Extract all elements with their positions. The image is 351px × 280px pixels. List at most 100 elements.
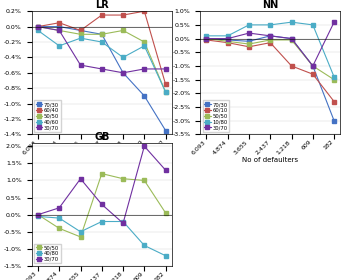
50/50: [164, 211, 168, 215]
10/80: [226, 34, 230, 38]
Line: 60/10: 60/10: [205, 38, 336, 103]
50/50: [57, 29, 61, 32]
Line: 30/70: 30/70: [36, 144, 167, 225]
Title: NN: NN: [262, 1, 278, 10]
40/80: [142, 244, 146, 247]
Title: LR: LR: [95, 1, 109, 10]
40/60: [78, 36, 82, 40]
30/70: [36, 213, 40, 216]
40/60: [57, 44, 61, 48]
70/30: [332, 119, 336, 122]
50/50: [226, 40, 230, 43]
30/70: [100, 203, 104, 206]
30/70: [121, 71, 125, 74]
50/50: [121, 29, 125, 32]
50/50: [78, 32, 82, 36]
Line: 40/80: 40/80: [36, 215, 167, 258]
10/80: [332, 75, 336, 79]
70/30: [268, 34, 272, 38]
40/80: [121, 220, 125, 223]
30/70: [142, 144, 146, 148]
Legend: 70/30, 60/40, 50/50, 40/60, 30/70: 70/30, 60/40, 50/50, 40/60, 30/70: [34, 101, 61, 132]
30/70: [78, 64, 82, 67]
70/30: [142, 94, 146, 98]
60/10: [204, 38, 208, 42]
40/80: [57, 216, 61, 220]
50/50: [290, 38, 294, 42]
60/40: [164, 83, 168, 86]
10/80: [204, 34, 208, 38]
60/10: [268, 41, 272, 44]
Legend: 50/50, 40/80, 30/70: 50/50, 40/80, 30/70: [34, 244, 61, 263]
40/60: [121, 56, 125, 59]
30/70: [332, 20, 336, 24]
60/40: [36, 25, 40, 28]
Line: 70/30: 70/30: [36, 25, 167, 132]
40/80: [78, 230, 82, 234]
60/40: [121, 13, 125, 17]
40/80: [36, 215, 40, 218]
30/70: [268, 34, 272, 38]
70/30: [36, 25, 40, 28]
30/70: [121, 221, 125, 225]
70/30: [311, 64, 315, 68]
Line: 30/70: 30/70: [36, 25, 167, 74]
50/50: [247, 42, 251, 46]
70/30: [247, 40, 251, 43]
10/80: [247, 23, 251, 27]
Line: 50/50: 50/50: [205, 37, 336, 81]
40/80: [164, 254, 168, 257]
60/10: [311, 73, 315, 76]
50/50: [121, 177, 125, 180]
30/70: [57, 29, 61, 32]
10/80: [311, 23, 315, 27]
Line: 30/70: 30/70: [205, 20, 336, 68]
X-axis label: No of defaulters: No of defaulters: [74, 157, 130, 163]
70/30: [204, 37, 208, 40]
70/30: [100, 32, 104, 36]
40/60: [36, 29, 40, 32]
50/50: [311, 64, 315, 68]
Line: 40/60: 40/60: [36, 29, 167, 94]
30/70: [290, 37, 294, 40]
60/40: [78, 29, 82, 32]
60/10: [290, 64, 294, 68]
70/30: [164, 129, 168, 132]
30/70: [57, 206, 61, 209]
30/70: [311, 64, 315, 68]
50/50: [268, 38, 272, 42]
30/70: [164, 169, 168, 172]
30/70: [164, 67, 168, 71]
30/70: [247, 31, 251, 35]
Title: GB: GB: [94, 132, 110, 142]
50/50: [164, 90, 168, 94]
60/10: [247, 45, 251, 48]
Line: 50/50: 50/50: [36, 25, 167, 94]
50/50: [142, 179, 146, 182]
40/60: [142, 44, 146, 48]
50/50: [57, 227, 61, 230]
Legend: 70/30, 60/10, 50/50, 10/80, 30/70: 70/30, 60/10, 50/50, 10/80, 30/70: [203, 101, 229, 132]
60/40: [142, 10, 146, 13]
Line: 70/30: 70/30: [205, 34, 336, 122]
10/80: [290, 20, 294, 24]
30/70: [36, 25, 40, 28]
50/50: [36, 213, 40, 216]
50/50: [332, 78, 336, 81]
50/50: [142, 40, 146, 44]
50/50: [78, 235, 82, 239]
40/60: [164, 90, 168, 94]
40/80: [100, 220, 104, 223]
30/70: [78, 177, 82, 180]
60/10: [226, 41, 230, 44]
30/70: [142, 67, 146, 71]
Line: 10/80: 10/80: [205, 20, 336, 79]
40/60: [100, 40, 104, 44]
30/70: [204, 37, 208, 40]
30/70: [226, 37, 230, 40]
60/10: [332, 100, 336, 103]
Line: 60/40: 60/40: [36, 10, 167, 86]
50/50: [36, 25, 40, 28]
70/30: [121, 71, 125, 74]
60/40: [100, 13, 104, 17]
